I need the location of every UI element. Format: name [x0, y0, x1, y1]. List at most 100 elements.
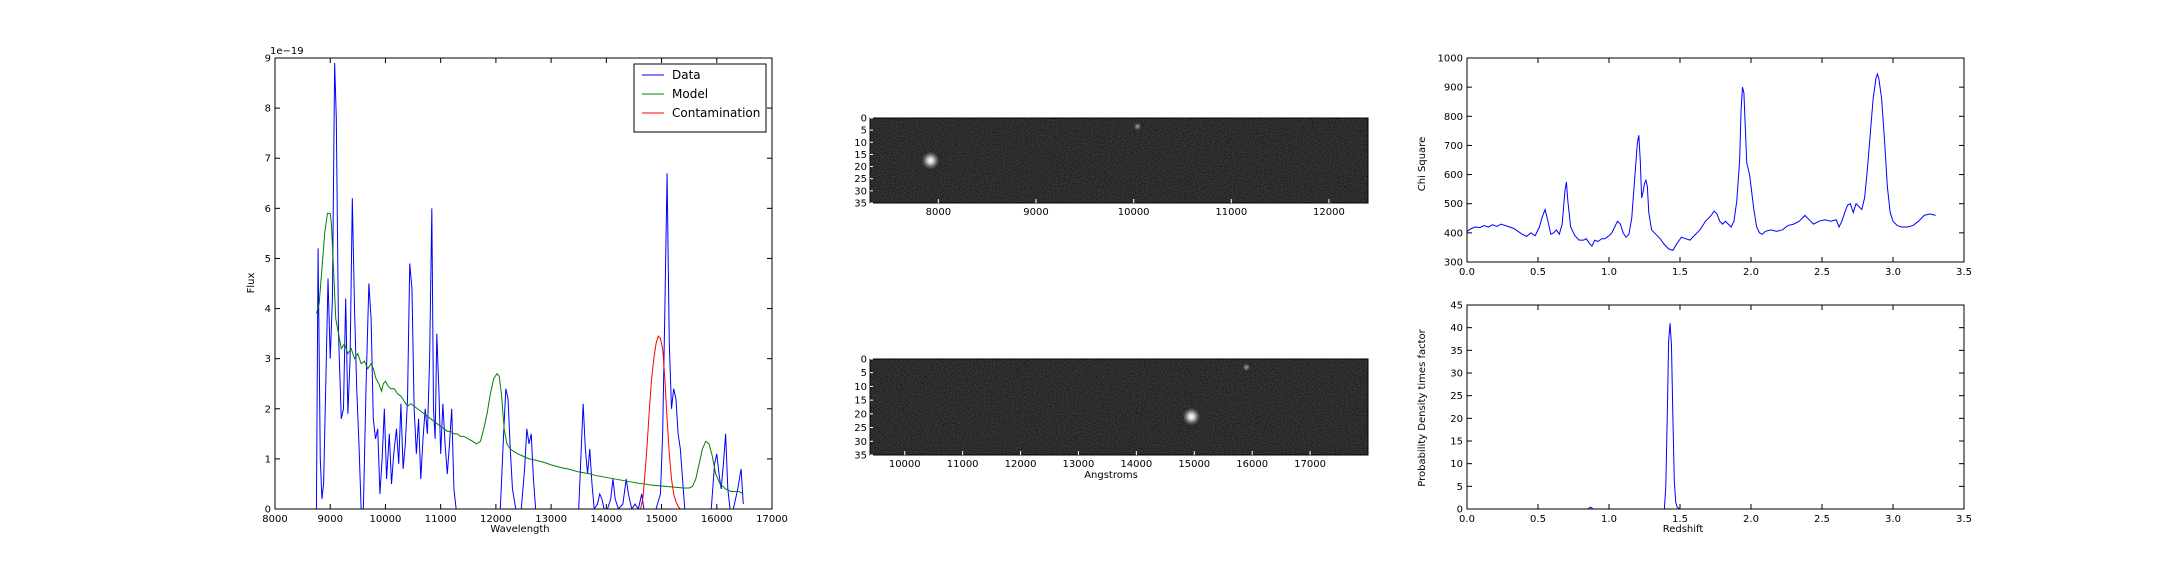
chi-square-ytick-label: 500 — [1444, 199, 1463, 210]
probability-xtick-label: 0.5 — [1530, 514, 1546, 525]
spectrum-xtick-label: 8000 — [262, 514, 287, 525]
probability-ylabel: Probability Density times factor — [1417, 328, 1428, 486]
chi-square-frame — [1466, 57, 1965, 263]
probability-xtick-label: 1.5 — [1672, 514, 1688, 525]
bottom-image-xlabel: Angstroms — [1084, 470, 1138, 481]
chi-square-xtick-label: 2.5 — [1814, 267, 1830, 278]
bottom-image-xtick-label: 17000 — [1294, 459, 1326, 470]
spectrum-legend-label-contamination: Contamination — [672, 106, 760, 120]
probability-ytick-label: 45 — [1450, 301, 1463, 312]
spectrum-xtick-label: 11000 — [425, 514, 457, 525]
bottom-image-ytick-label: 25 — [854, 423, 867, 434]
spectrum-ytick-label: 1 — [265, 454, 271, 465]
probability-ytick-label: 25 — [1450, 391, 1463, 402]
probability-ytick-label: 35 — [1450, 346, 1463, 357]
chi-square-xtick-label: 3.5 — [1956, 267, 1972, 278]
probability-xtick-label: 2.5 — [1814, 514, 1830, 525]
probability-xtick-label: 3.0 — [1885, 514, 1901, 525]
spectrum-series-contamination — [316, 335, 744, 509]
bottom-image-ytick-label: 0 — [861, 355, 867, 366]
chi-square-xtick-label: 3.0 — [1885, 267, 1901, 278]
top-image-ytick-label: 5 — [861, 126, 867, 137]
spectrum-chart: 8000 9000 10000 11000 12000 13000 14000 15000 16… — [246, 46, 788, 535]
bottom-image-ytick-label: 15 — [854, 396, 867, 407]
top-image-source — [921, 151, 940, 170]
spectrum-series-model — [315, 212, 744, 495]
spectrum-ytick-label: 8 — [265, 104, 271, 115]
spectrum-xtick-label: 14000 — [590, 514, 622, 525]
probability-xtick-label: 2.0 — [1743, 514, 1759, 525]
spectrum-series-data — [315, 62, 744, 509]
top-image-ytick-label: 30 — [854, 186, 867, 197]
bottom-image-xtick-label: 10000 — [889, 459, 921, 470]
bottom-image-frame — [869, 358, 1369, 456]
probability-series-0 — [1467, 323, 1936, 509]
top-image-xtick-label: 10000 — [1118, 207, 1150, 218]
bottom-image-xtick-label: 16000 — [1236, 459, 1268, 470]
probability-plot-background — [1467, 305, 1964, 509]
spectrum-legend-label-model: Model — [672, 87, 708, 101]
spectrum-ytick-label: 6 — [265, 204, 271, 215]
chi-square-ytick-label: 900 — [1444, 83, 1463, 94]
top-image-noise — [870, 118, 1368, 203]
spectrum-ylabel: Flux — [246, 273, 257, 294]
bottom-image-xtick-label: 14000 — [1120, 459, 1152, 470]
top-image-ytick-label: 20 — [854, 162, 867, 173]
bottom-image-ytick-label: 35 — [854, 451, 867, 462]
bottom-image-xtick-label: 11000 — [947, 459, 979, 470]
chi-square-xtick-label: 1.0 — [1601, 267, 1617, 278]
top-image-source — [1133, 122, 1142, 131]
chi-square-ytick-label: 800 — [1444, 112, 1463, 123]
probability-xtick-label: 3.5 — [1956, 514, 1972, 525]
chi-square-ytick-label: 600 — [1444, 170, 1463, 181]
top-image-frame — [869, 117, 1369, 204]
probability-ytick-label: 5 — [1457, 482, 1463, 493]
probability-ytick-label: 10 — [1450, 459, 1463, 470]
top-image-ytick-label: 25 — [854, 174, 867, 185]
probability-ytick-label: 0 — [1457, 505, 1463, 516]
spectrum-plot-background — [275, 58, 772, 509]
probability-xtick-label: 0.0 — [1459, 514, 1475, 525]
bottom-image-panel: 10000 11000 12000 13000 14000 15000 16000 17000… — [854, 355, 1369, 481]
chi-square-series-0 — [1467, 72, 1936, 251]
top-image-ytick-label: 35 — [854, 199, 867, 210]
spectrum-ytick-label: 2 — [265, 404, 271, 415]
chi-square-xtick-label: 2.0 — [1743, 267, 1759, 278]
spectrum-xtick-label: 12000 — [480, 514, 512, 525]
probability-ytick-label: 15 — [1450, 437, 1463, 448]
probability-ytick-label: 40 — [1450, 323, 1463, 334]
top-image-xtick-label: 12000 — [1313, 207, 1345, 218]
spectrum-xtick-label: 15000 — [646, 514, 678, 525]
chi-square-chart: 0.0 0.5 1.0 1.5 2.0 2.5 3.0 3.5 300 400 500 600 700 8… — [1417, 54, 1972, 279]
spectrum-frame — [274, 57, 773, 510]
spectrum-ytick-label: 4 — [265, 304, 271, 315]
spectrum-xtick-label: 16000 — [701, 514, 733, 525]
bottom-image-source — [1242, 363, 1251, 372]
chi-square-ytick-label: 700 — [1444, 141, 1463, 152]
probability-xtick-label: 1.0 — [1601, 514, 1617, 525]
spectrum-xtick-label: 17000 — [756, 514, 788, 525]
top-image-ytick-label: 10 — [854, 138, 867, 149]
chi-square-xtick-label: 0.5 — [1530, 267, 1546, 278]
spectrum-ytick-label: 3 — [265, 354, 271, 365]
bottom-image-xtick-label: 15000 — [1178, 459, 1210, 470]
chi-square-ytick-label: 400 — [1444, 228, 1463, 239]
bottom-image-ytick-label: 30 — [854, 437, 867, 448]
top-image-xtick-label: 9000 — [1023, 207, 1048, 218]
spectrum-ytick-label: 9 — [265, 54, 271, 65]
chi-square-xtick-label: 1.5 — [1672, 267, 1688, 278]
top-image-ytick-label: 15 — [854, 150, 867, 161]
spectrum-offset-text: 1e−19 — [270, 46, 304, 57]
chi-square-ylabel: Chi Square — [1417, 137, 1428, 191]
chi-square-xtick-label: 0.0 — [1459, 267, 1475, 278]
spectrum-ytick-label: 7 — [265, 154, 271, 165]
bottom-image-ytick-label: 5 — [861, 368, 867, 379]
bottom-image-source — [1182, 407, 1201, 426]
probability-frame — [1466, 304, 1965, 510]
top-image-ytick-label: 0 — [861, 114, 867, 125]
top-image-xtick-label: 8000 — [926, 207, 951, 218]
probability-ytick-label: 30 — [1450, 369, 1463, 380]
bottom-image-ytick-label: 10 — [854, 382, 867, 393]
